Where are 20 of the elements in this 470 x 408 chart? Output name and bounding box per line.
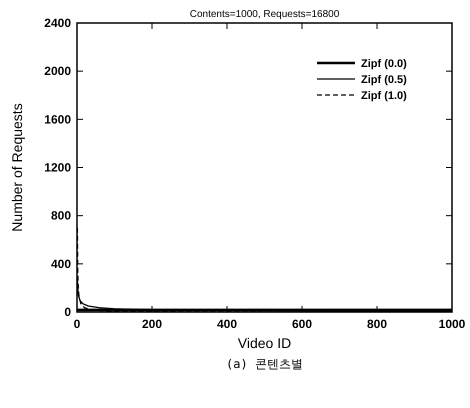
x-axis-title: Video ID: [238, 335, 292, 351]
x-tick-label: 0: [74, 317, 81, 331]
x-tick-label: 800: [366, 317, 388, 331]
x-tick-label: 400: [216, 317, 238, 331]
chart-title: Contents=1000, Requests=16800: [190, 9, 340, 20]
y-tick-label: 2400: [44, 16, 72, 30]
x-tick-label: 600: [292, 317, 312, 331]
legend-label: Zipf (0.5): [361, 74, 408, 86]
text: (a) 콘텐츠별: [226, 357, 303, 371]
y-tick-label: 0: [64, 305, 72, 319]
x-tick-label: 200: [142, 317, 162, 331]
y-tick-label: 2000: [44, 64, 72, 78]
y-tick-label: 1600: [44, 112, 72, 126]
y-tick-label: 400: [50, 256, 72, 271]
x-tick-label: 1000: [438, 317, 466, 331]
y-axis-title: Number of Requests: [9, 103, 25, 232]
y-tick-label: 800: [50, 208, 72, 223]
legend-label: Zipf (1.0): [361, 90, 408, 102]
legend-label: Zipf (0.0): [361, 58, 408, 70]
y-tick-label: 1200: [44, 160, 72, 174]
